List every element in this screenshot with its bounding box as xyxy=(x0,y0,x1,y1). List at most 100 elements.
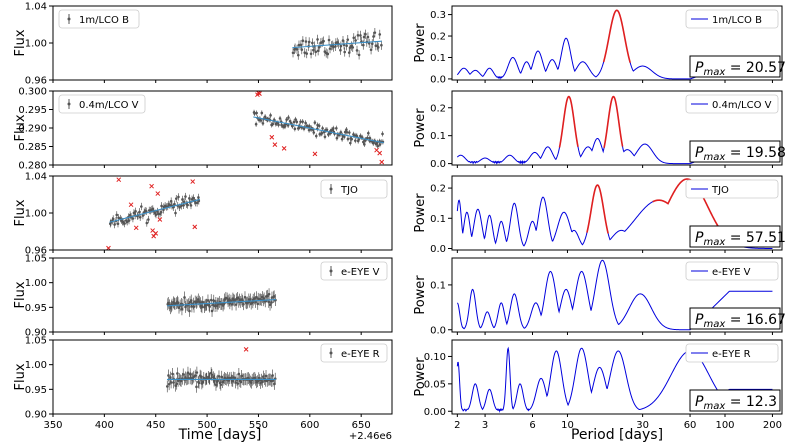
trend-line xyxy=(109,198,201,223)
y-tick-label: 0.295 xyxy=(18,105,47,116)
flux-point xyxy=(221,380,224,384)
legend-box xyxy=(58,94,146,114)
flux-point xyxy=(144,210,148,213)
flux-point xyxy=(236,296,239,300)
legend-point-glyph xyxy=(67,17,71,21)
significant-peak xyxy=(558,95,579,148)
flux-point xyxy=(335,126,338,130)
flux-point xyxy=(111,217,115,221)
flux-point xyxy=(322,39,325,43)
legend: 0.4m/LCO V xyxy=(58,94,146,114)
y-tick-label: 1.05 xyxy=(25,336,47,347)
legend-label: 1m/LCO B xyxy=(712,15,762,26)
flux-point xyxy=(326,52,330,56)
flux-point xyxy=(141,214,145,217)
legend-label: 0.4m/LCO V xyxy=(712,100,772,111)
flux-point xyxy=(138,215,142,219)
flux-point xyxy=(181,373,185,376)
y-tick-label: 0.3 xyxy=(430,10,446,21)
flux-point xyxy=(307,128,311,132)
flux-point xyxy=(226,376,229,380)
outlier-marker xyxy=(255,92,260,98)
flux-point xyxy=(267,300,271,304)
lightcurve-panel-3: 0.90 0.95 1.00 1.05 Flux e-EYE V xyxy=(13,254,393,339)
flux-point xyxy=(354,139,357,142)
flux-point xyxy=(292,120,296,124)
flux-point xyxy=(345,128,348,131)
legend-label: e-EYE V xyxy=(712,267,751,278)
flux-point xyxy=(195,201,199,205)
flux-point xyxy=(212,299,216,303)
legend: TJO xyxy=(685,179,779,199)
legend-label: e-EYE V xyxy=(341,267,380,278)
panel-frame xyxy=(451,339,783,415)
flux-point xyxy=(167,382,171,386)
legend-label: TJO xyxy=(340,185,358,196)
flux-point xyxy=(193,374,197,377)
flux-point xyxy=(339,48,342,52)
flux-point xyxy=(217,374,221,378)
panel-frame xyxy=(52,339,393,415)
flux-point xyxy=(357,138,361,141)
legend-box xyxy=(320,343,388,363)
flux-point xyxy=(305,52,309,55)
pmax-box xyxy=(689,55,781,78)
flux-point xyxy=(174,197,178,200)
y-tick-label: 0.2 xyxy=(430,32,446,43)
flux-point xyxy=(334,45,337,48)
panel-frame xyxy=(451,5,783,81)
flux-point xyxy=(253,112,256,115)
power-axis-label: Power xyxy=(413,108,428,148)
legend-box xyxy=(685,94,779,114)
y-tick-label: 0.0 xyxy=(430,159,446,170)
flux-point xyxy=(316,38,319,41)
flux-point xyxy=(308,124,311,128)
flux-point xyxy=(176,379,180,383)
time-offset-label: +2.46e6 xyxy=(349,431,392,442)
outlier-marker xyxy=(155,191,161,196)
flux-point xyxy=(181,198,184,201)
lightcurve-panel-0: 0.96 1.00 1.04 Flux 1m/LCO B xyxy=(13,2,393,87)
flux-point xyxy=(277,123,280,127)
flux-point xyxy=(378,33,382,36)
y-tick-label: 0.1 xyxy=(430,280,446,291)
flux-point xyxy=(176,372,179,375)
flux-point xyxy=(113,223,116,226)
flux-point xyxy=(350,137,354,141)
trend-line xyxy=(292,40,382,49)
pmax-label: Pmax = 20.57 xyxy=(695,60,786,78)
flux-point xyxy=(347,131,351,134)
flux-point xyxy=(293,127,297,131)
y-tick-label: 0.1 xyxy=(430,214,446,225)
flux-point xyxy=(381,132,384,136)
flux-point xyxy=(313,121,317,124)
outlier-marker xyxy=(272,142,278,148)
legend-point-glyph xyxy=(329,187,333,191)
flux-axis-label: Flux xyxy=(13,363,28,390)
x-tick-label: 10 xyxy=(561,420,574,431)
flux-point xyxy=(165,385,169,388)
flux-points xyxy=(165,366,277,393)
trend-line xyxy=(253,116,384,144)
flux-point xyxy=(169,199,173,203)
panel-frame xyxy=(52,257,393,333)
flux-point xyxy=(238,298,241,301)
flux-point xyxy=(271,122,275,126)
flux-point xyxy=(123,222,126,225)
flux-point xyxy=(154,213,158,216)
flux-point xyxy=(197,298,200,301)
flux-point xyxy=(234,381,237,384)
flux-point xyxy=(201,300,205,304)
flux-point xyxy=(363,143,366,146)
flux-point xyxy=(147,218,150,221)
pmax-box xyxy=(689,225,781,248)
y-tick-label: 1.00 xyxy=(25,278,47,289)
flux-point xyxy=(184,195,187,198)
legend-box xyxy=(320,261,388,281)
flux-point xyxy=(190,305,194,308)
y-tick-label: 1.04 xyxy=(25,2,47,13)
flux-point xyxy=(376,144,380,148)
flux-point xyxy=(303,51,307,54)
